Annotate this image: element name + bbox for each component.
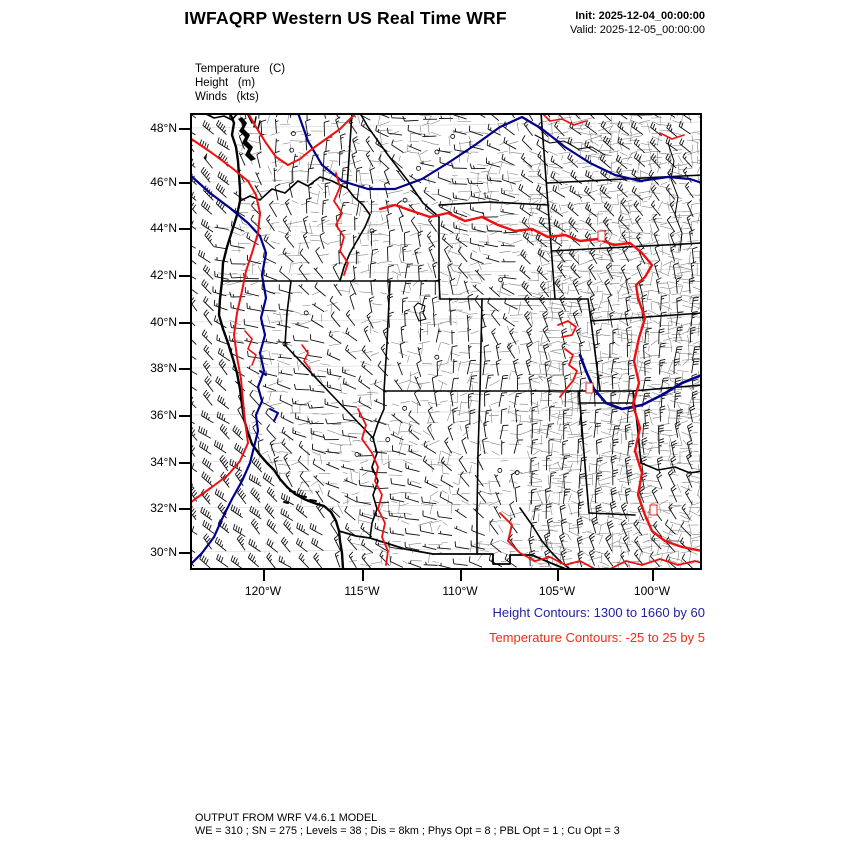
lon-tick-mark — [362, 570, 364, 581]
lat-tick-mark — [179, 182, 190, 184]
lat-tick-label: 36°N — [150, 408, 177, 422]
lat-tick-mark — [179, 128, 190, 130]
lon-tick-label: 100°W — [633, 584, 671, 598]
model-footer: OUTPUT FROM WRF V4.6.1 MODEL WE = 310 ; S… — [195, 812, 620, 837]
lat-tick-label: 40°N — [150, 315, 177, 329]
lon-tick-mark — [263, 570, 265, 581]
lon-tick-mark — [652, 570, 654, 581]
valid-time: Valid: 2025-12-05_00:00:00 — [570, 24, 705, 36]
legend-line: Height (m) — [195, 77, 256, 89]
map-frame — [190, 113, 702, 570]
contour-label-box — [597, 230, 606, 242]
field-legend: Temperature (C) Height (m) Winds (kts) — [195, 62, 285, 104]
lon-tick-label: 110°W — [442, 584, 478, 598]
footer-line: OUTPUT FROM WRF V4.6.1 MODEL — [195, 812, 378, 824]
lat-tick-mark — [179, 368, 190, 370]
map-area — [190, 113, 702, 570]
county-boundaries — [218, 113, 702, 570]
lat-tick-mark — [179, 275, 190, 277]
temperature-contour-caption: Temperature Contours: -25 to 25 by 5 — [488, 630, 705, 645]
lat-tick-label: 42°N — [150, 268, 177, 282]
lat-tick-label: 46°N — [150, 175, 177, 189]
legend-line: Temperature (C) — [195, 63, 286, 75]
footer-line: WE = 310 ; SN = 275 ; Levels = 38 ; Dis … — [195, 824, 620, 837]
init-time: Init: 2025-12-04_00:00:00 — [575, 10, 705, 22]
contour-label-box — [585, 382, 594, 394]
puget-sound — [238, 117, 256, 161]
plot-title: IWFAQRP Western US Real Time WRF — [184, 8, 507, 28]
lon-tick-label: 115°W — [344, 584, 380, 598]
lat-tick-label: 32°N — [150, 501, 177, 515]
temperature-contours — [190, 113, 702, 570]
height-contour-caption: Height Contours: 1300 to 1660 by 60 — [492, 605, 705, 620]
lat-tick-label: 48°N — [150, 121, 177, 135]
lat-tick-mark — [179, 322, 190, 324]
lat-tick-label: 30°N — [150, 545, 177, 559]
lat-tick-mark — [179, 415, 190, 417]
lon-tick-label: 120°W — [244, 584, 282, 598]
lon-tick-mark — [557, 570, 559, 581]
lat-tick-label: 38°N — [150, 361, 177, 375]
lat-tick-mark — [179, 552, 190, 554]
lat-tick-label: 44°N — [150, 221, 177, 235]
state-borders — [203, 113, 702, 570]
lat-tick-mark — [179, 462, 190, 464]
lat-tick-mark — [179, 508, 190, 510]
contour-label-box — [649, 504, 658, 516]
run-times: Init: 2025-12-04_00:00:00 Valid: 2025-12… — [400, 9, 705, 37]
lon-tick-label: 105°W — [538, 584, 576, 598]
lon-tick-mark — [460, 570, 462, 581]
wrf-map-canvas — [190, 113, 702, 570]
lat-tick-label: 34°N — [150, 455, 177, 469]
legend-line: Winds (kts) — [195, 91, 259, 103]
lat-tick-mark — [179, 228, 190, 230]
